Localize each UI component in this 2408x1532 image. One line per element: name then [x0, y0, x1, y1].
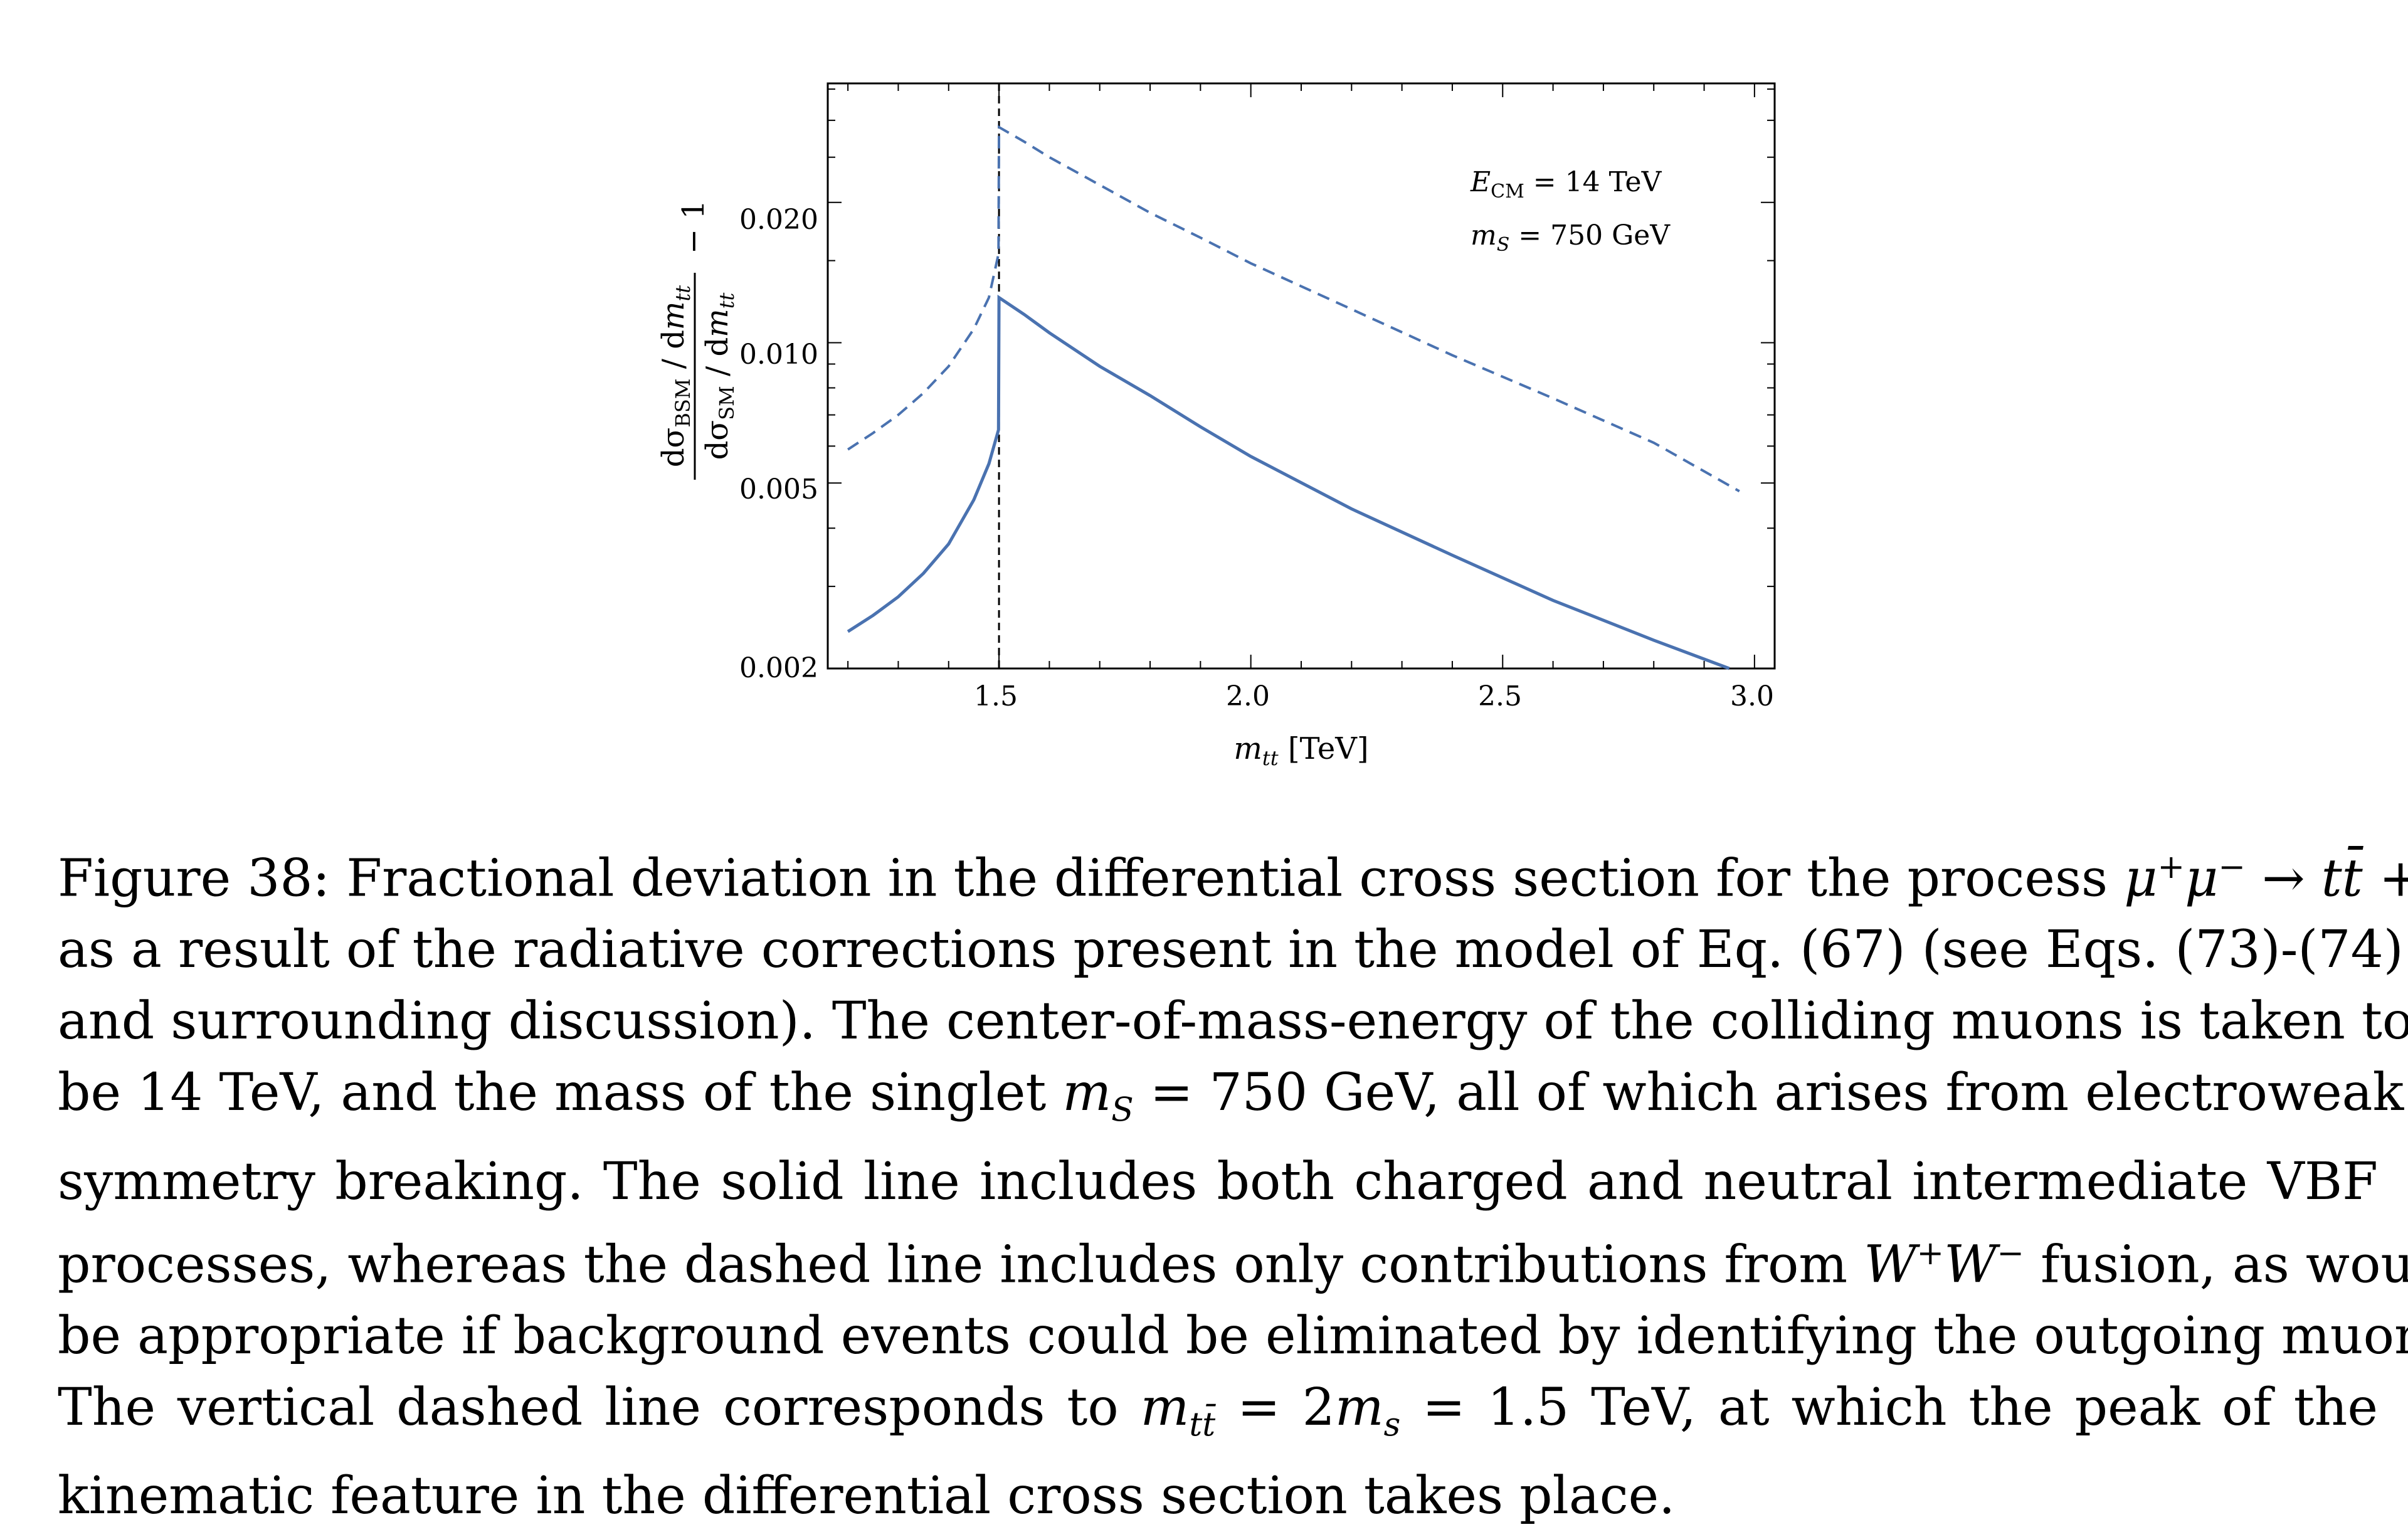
svg-text:dσSM / dmtt: dσSM / dmtt: [700, 292, 739, 460]
series-dashed-line: [847, 125, 1740, 493]
figure-caption: Figure 38: Fractional deviation in the d…: [58, 832, 2408, 1532]
svg-text:− 1: − 1: [676, 200, 711, 254]
y-tick-label-0.020: 0.020: [739, 204, 818, 236]
caption-line: and surrounding discussion). The center-…: [58, 991, 2408, 1052]
caption-line: be 14 TeV, and the mass of the singlet m…: [58, 1063, 2404, 1129]
caption-line: be appropriate if background events coul…: [58, 1306, 2408, 1366]
caption-line: processes, whereas the dashed line inclu…: [58, 1234, 2408, 1295]
x-tick-label-2.5: 2.5: [1478, 680, 1522, 712]
y-axis-label: dσBSM / dmtt dσSM / dmtt − 1: [656, 200, 739, 480]
figure-plot: 0.020 0.010 0.005 0.002 1.5 2.0 2.5 3.0 …: [656, 82, 1776, 770]
ms-annotation: mS = 750 GeV: [1471, 219, 1671, 256]
x-tick-label-1.5: 1.5: [974, 680, 1018, 712]
caption-line: Figure 38: Fractional deviation in the d…: [58, 848, 2408, 909]
y-tick-label-0.005: 0.005: [739, 473, 818, 505]
caption-line: symmetry breaking. The solid line includ…: [58, 1151, 2378, 1212]
x-tick-label-2.0: 2.0: [1226, 680, 1270, 712]
y-tick-label-0.010: 0.010: [739, 339, 818, 371]
caption-line: as a result of the radiative corrections…: [58, 920, 2404, 980]
x-axis-label: mtt [TeV]: [1233, 731, 1368, 770]
ecm-annotation: ECM = 14 TeV: [1470, 166, 1662, 203]
caption-line: kinematic feature in the differential cr…: [58, 1466, 1676, 1526]
svg-text:dσBSM / dmtt: dσBSM / dmtt: [656, 285, 695, 468]
x-tick-label-3.0: 3.0: [1730, 680, 1774, 712]
series-solid-line: [847, 294, 1730, 670]
caption-line: The vertical dashed line corresponds to …: [58, 1378, 2378, 1444]
axis-ticks: [828, 83, 1775, 669]
y-tick-label-0.002: 0.002: [739, 652, 818, 684]
